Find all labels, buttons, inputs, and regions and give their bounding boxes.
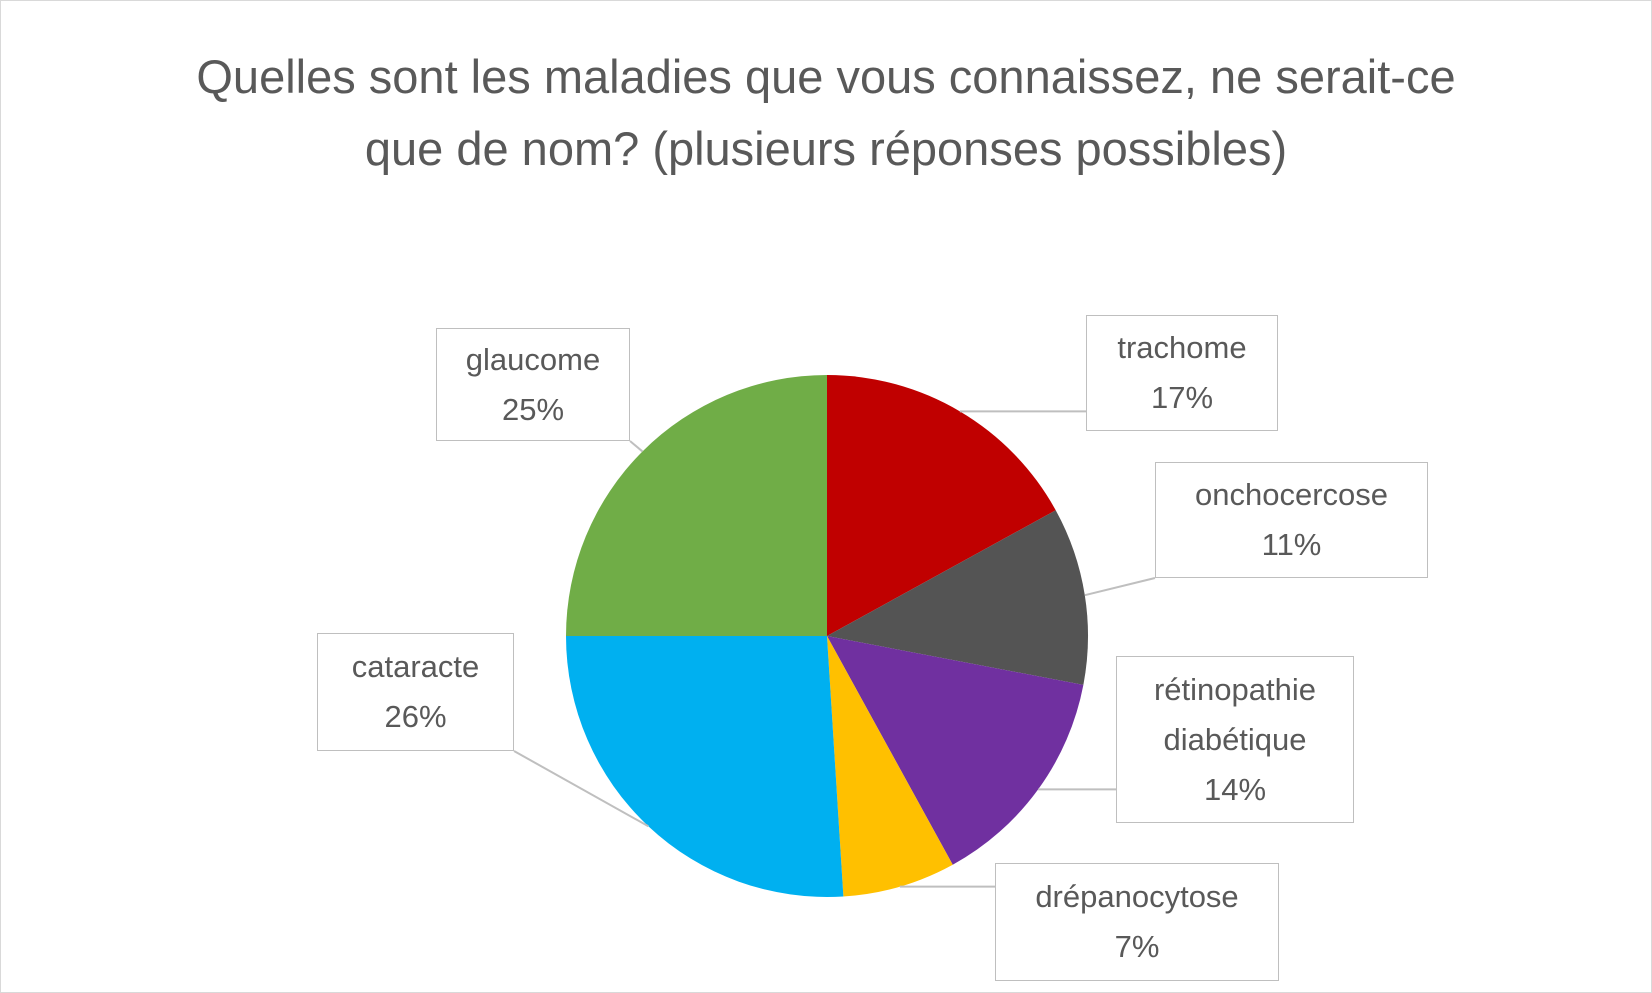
- value-label: 17%: [1150, 380, 1214, 415]
- category-label: cataracte: [351, 649, 480, 684]
- category-label: glaucome: [465, 341, 601, 377]
- value-label: 25%: [501, 391, 565, 427]
- value-label: 26%: [384, 699, 447, 734]
- pie-slice: [566, 636, 844, 897]
- data-label: cataracte 26%: [317, 633, 514, 751]
- leader-line: [629, 440, 644, 453]
- pie-slice: [827, 375, 1056, 636]
- category-label: trachome: [1117, 330, 1247, 365]
- leader-line: [1084, 577, 1156, 597]
- category-label: onchocercose: [1194, 477, 1388, 512]
- data-label: rétinopathie diabétique 14%: [1116, 656, 1354, 823]
- data-label: trachome 17%: [1086, 315, 1278, 431]
- category-label: drépanocytose: [1035, 879, 1239, 914]
- pie-slice: [566, 375, 827, 636]
- data-label: drépanocytose 7%: [995, 863, 1279, 981]
- data-label: glaucome 25%: [436, 328, 630, 441]
- value-label: 7%: [1114, 929, 1160, 964]
- value-label: 14%: [1203, 771, 1267, 807]
- value-label: 11%: [1261, 527, 1322, 562]
- chart-title: Quelles sont les maladies que vous conna…: [196, 50, 1456, 175]
- category-label: rétinopathie diabétique: [1153, 671, 1316, 757]
- pie-slice: [827, 636, 1084, 865]
- data-label: onchocercose 11%: [1155, 462, 1428, 578]
- pie-slice: [827, 636, 953, 897]
- leader-line: [513, 750, 649, 828]
- pie-slice: [827, 510, 1088, 685]
